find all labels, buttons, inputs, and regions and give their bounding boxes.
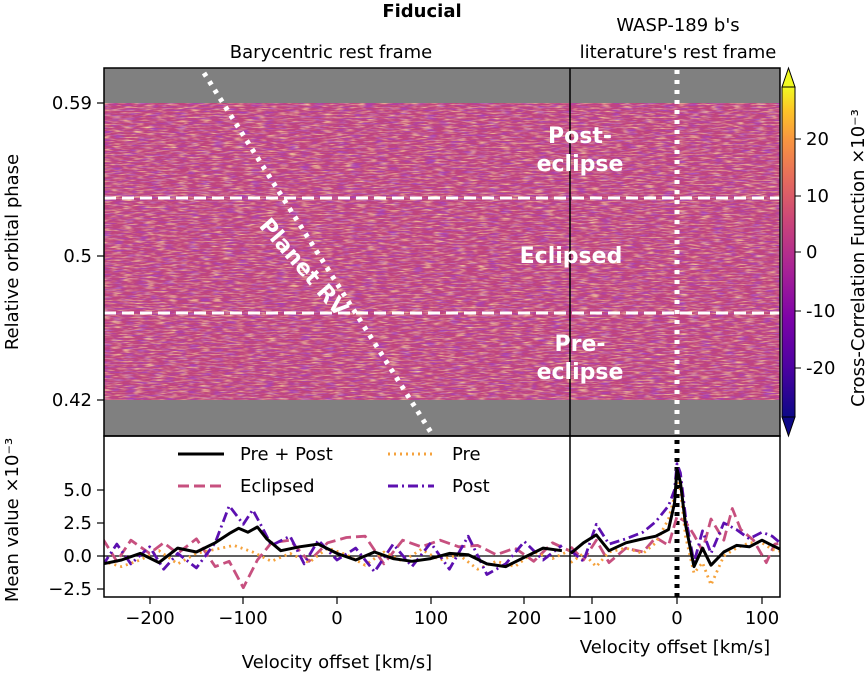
legend: Pre + Post Pre Eclipsed Post (178, 444, 490, 497)
legend-label-pre: Pre (452, 444, 481, 465)
line-ylabel: Mean value ×10⁻³ (2, 438, 23, 602)
series-line-post-left (104, 504, 563, 576)
pre-eclipse-label-line2: eclipse (537, 360, 624, 385)
subtitle-right-line2: literature's rest frame (580, 42, 777, 63)
line-ytick-label: −2.5 (48, 579, 92, 600)
line-panel-frame (103, 435, 781, 598)
colorbar-tick-label: -20 (806, 358, 835, 379)
xtick-right-label: 100 (745, 608, 779, 629)
xtick-left-label: −100 (218, 608, 267, 629)
series-line-pre-post-left (104, 525, 563, 569)
colorbar-min-arrow (781, 416, 796, 438)
series-line-eclipsed-right (570, 507, 780, 564)
eclipsed-label: Eclipsed (520, 244, 623, 269)
legend-label-post: Post (452, 476, 490, 497)
heatmap-ylabel: Relative orbital phase (2, 154, 23, 350)
heatmap-panel: Post- eclipse Eclipsed Pre- eclipse Plan… (2, 67, 781, 437)
right-series-group (570, 462, 780, 587)
figure-title: Fiducial (382, 1, 461, 22)
colorbar-gradient (782, 87, 795, 417)
heatmap-texture-dark (104, 103, 780, 400)
heatmap-ytick-label: 0.42 (52, 390, 92, 411)
line-ytick-label: 0.0 (63, 546, 92, 567)
left-series-group (104, 504, 570, 590)
colorbar-tick-label: 20 (806, 129, 829, 150)
colorbar-tick-label: 10 (806, 186, 829, 207)
post-eclipse-label-line2: eclipse (537, 152, 624, 177)
pre-eclipse-label-line1: Pre- (554, 332, 605, 357)
colorbar-tick-label: 0 (806, 242, 817, 263)
colorbar: 20 10 0 -10 -20 Cross-Correlation Functi… (781, 66, 868, 438)
xtick-left-label: 100 (414, 608, 448, 629)
post-eclipse-label-line1: Post- (548, 124, 612, 149)
xtick-left-label: 0 (331, 608, 342, 629)
line-ytick-label: 5.0 (63, 480, 92, 501)
xtick-right-label: 0 (671, 608, 682, 629)
subtitle-right-line1: WASP-189 b's (616, 15, 739, 36)
colorbar-tick-label: -10 (806, 301, 835, 322)
colorbar-label: Cross-Correlation Function ×10⁻³ (848, 109, 868, 407)
line-panel: Pre + Post Pre Eclipsed Post 5.0 2.5 0.0… (2, 435, 781, 673)
heatmap-ytick-label: 0.59 (52, 93, 92, 114)
series-line-post-right (570, 462, 780, 564)
xtick-left-label: −200 (125, 608, 174, 629)
colorbar-max-arrow (781, 66, 796, 88)
series-line-pre-post-right (570, 467, 780, 569)
legend-label-pre-post: Pre + Post (240, 444, 333, 465)
series-line-pre-left (104, 544, 570, 571)
xlabel-right: Velocity offset [km/s] (580, 637, 770, 658)
series-line-eclipsed-left (104, 534, 570, 590)
legend-label-eclipsed: Eclipsed (240, 476, 315, 497)
planet-rv-track (201, 71, 435, 436)
xtick-left-label: 200 (507, 608, 541, 629)
series-line-pre-right (570, 472, 780, 587)
line-ytick-label: 2.5 (63, 513, 92, 534)
heatmap-ytick-label: 0.5 (63, 246, 92, 267)
xtick-right-label: −100 (567, 608, 616, 629)
subtitle-left: Barycentric rest frame (230, 42, 433, 63)
xlabel-left: Velocity offset [km/s] (242, 652, 432, 673)
